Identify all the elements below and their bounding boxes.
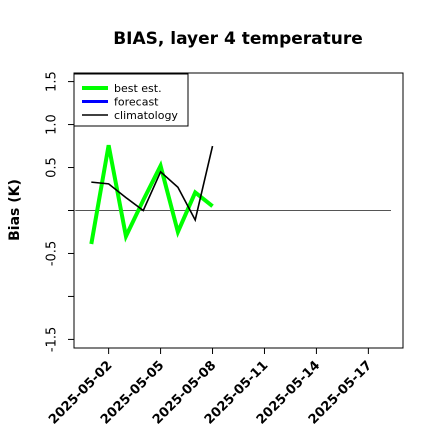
series-line-best-est (89, 144, 214, 245)
chart-title: BIAS, layer 4 temperature (113, 29, 363, 49)
y-tick-label: -1.5 (45, 327, 60, 352)
y-tick-label: 1.5 (45, 71, 60, 92)
y-tick-label: -0.5 (45, 241, 60, 266)
series-line-climatology (91, 145, 214, 223)
y-tick-label: 1.0 (45, 114, 60, 135)
plot-area: -1.5-0.50.51.01.52025-05-022025-05-05202… (45, 71, 404, 428)
legend-label: best est. (114, 82, 162, 95)
y-tick-label: 0.5 (45, 157, 60, 178)
y-axis-label: Bias (K) (7, 179, 23, 241)
legend-label: climatology (114, 109, 178, 122)
plot-frame (73, 72, 404, 349)
legend-label: forecast (114, 96, 159, 109)
